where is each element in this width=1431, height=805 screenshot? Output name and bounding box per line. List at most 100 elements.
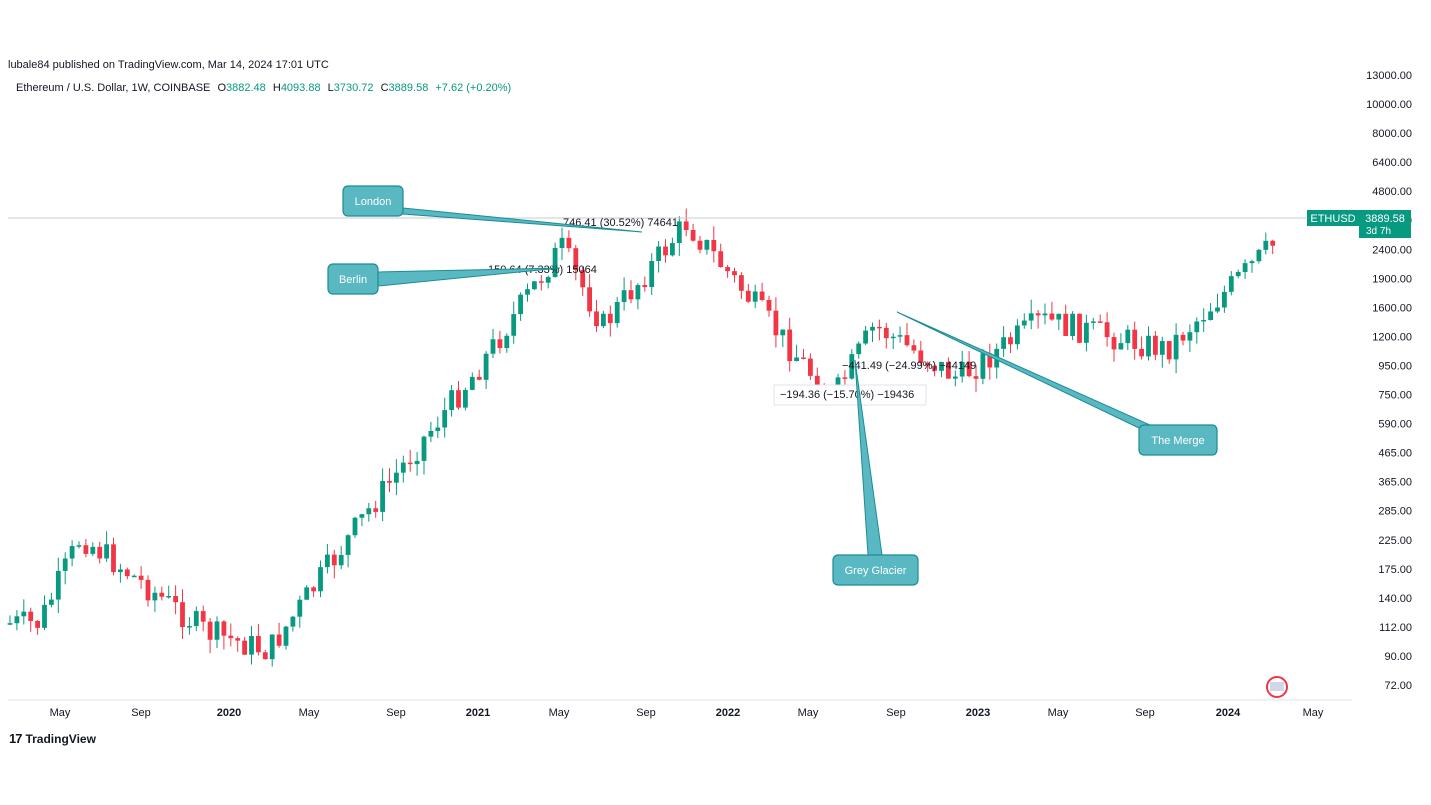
- candle-body: [1132, 329, 1138, 349]
- candle-body: [580, 270, 586, 288]
- candle-body: [552, 247, 558, 278]
- time-tick-label: 2020: [217, 707, 241, 719]
- high-value: 4093.88: [280, 82, 321, 94]
- candle-body: [304, 587, 310, 600]
- candle-body: [1249, 261, 1255, 264]
- candle-body: [545, 277, 551, 283]
- candle-body: [497, 339, 503, 349]
- price-tag-price: 3889.58: [1365, 213, 1405, 225]
- candle-body: [442, 410, 448, 428]
- candle-body: [835, 377, 841, 391]
- candle-body: [1222, 291, 1227, 308]
- candle-body: [207, 621, 213, 640]
- candle-body: [469, 376, 475, 390]
- candle-body: [1228, 276, 1234, 292]
- price-tick-label: 285.00: [1378, 506, 1412, 518]
- price-tick-label: 175.00: [1378, 564, 1412, 576]
- candle-body: [559, 237, 565, 248]
- candle-body: [249, 636, 254, 655]
- candle-body: [83, 545, 89, 554]
- candle-body: [870, 326, 875, 331]
- candle-body: [463, 389, 468, 408]
- candle-body: [104, 544, 109, 559]
- candle-body: [925, 362, 931, 366]
- price-tick-label: 90.00: [1384, 651, 1412, 663]
- tradingview-logo[interactable]: 17 TradingView: [9, 731, 96, 746]
- candle-body: [663, 246, 668, 256]
- us-flag-icon-body: [1270, 682, 1284, 691]
- callout-label: Grey Glacier: [845, 565, 907, 577]
- candle-body: [235, 638, 241, 641]
- candle-body: [607, 313, 613, 324]
- candle-body: [918, 350, 924, 363]
- candle-body: [387, 480, 392, 483]
- candle-body: [1208, 311, 1213, 320]
- price-tick-label: 750.00: [1378, 390, 1412, 402]
- candle-body: [1021, 320, 1027, 326]
- candle-body: [400, 462, 406, 473]
- candle-body: [283, 626, 289, 646]
- candle-body: [1153, 335, 1158, 355]
- candle-body: [532, 281, 537, 290]
- candle-body: [159, 592, 165, 597]
- candle-body: [725, 267, 730, 272]
- price-tick-label: 225.00: [1378, 535, 1412, 547]
- candle-body: [1146, 335, 1151, 357]
- candle-body: [614, 302, 620, 324]
- candle-body: [124, 569, 130, 577]
- candle-body: [1235, 271, 1241, 277]
- candle-body: [55, 570, 61, 600]
- candle-body: [683, 221, 689, 231]
- candle-body: [980, 353, 986, 379]
- candle-body: [642, 285, 648, 288]
- candle-body: [1084, 322, 1089, 343]
- candle-body: [90, 546, 96, 554]
- time-tick-label: Sep: [131, 707, 151, 719]
- candle-body: [594, 311, 599, 327]
- candle-body: [49, 599, 54, 605]
- candle-body: [897, 335, 903, 337]
- candle-body: [1090, 321, 1096, 323]
- candle-body: [697, 240, 703, 250]
- candle-body: [118, 569, 123, 573]
- candle-body: [966, 361, 972, 377]
- candle-body: [939, 361, 944, 371]
- measure-label: −194.36 (−15.70%) −19436: [780, 389, 914, 401]
- candle-body: [794, 357, 799, 362]
- candle-body: [1187, 332, 1193, 341]
- candle-body: [7, 623, 13, 625]
- price-tick-label: 1900.00: [1372, 273, 1412, 285]
- candle-body: [262, 652, 268, 660]
- candle-body: [656, 246, 661, 261]
- candle-body: [1173, 334, 1179, 360]
- candle-body: [1215, 307, 1220, 312]
- price-tag-box: [1359, 210, 1411, 238]
- measure-label: −441.49 (−24.99%) −44149: [842, 360, 976, 372]
- candle-body: [1125, 329, 1131, 344]
- price-tick-label: 13000.00: [1366, 70, 1412, 82]
- candle-body: [932, 365, 937, 371]
- candle-body: [780, 329, 786, 336]
- candle-body: [1139, 348, 1144, 357]
- candle-body: [959, 361, 965, 377]
- candle-body: [214, 621, 220, 640]
- candle-body: [221, 621, 227, 636]
- price-tick-label: 140.00: [1378, 593, 1412, 605]
- candle-body: [787, 329, 793, 362]
- candle-body: [904, 335, 910, 346]
- candle-body: [676, 221, 682, 244]
- change-value: +7.62 (+0.20%): [435, 82, 512, 94]
- candle-body: [1042, 313, 1048, 316]
- candle-body: [173, 595, 178, 603]
- candles-layer: [7, 208, 1276, 667]
- candle-body: [973, 376, 979, 379]
- time-tick-label: May: [549, 707, 570, 719]
- price-tick-label: 950.00: [1378, 360, 1412, 372]
- candle-body: [704, 240, 710, 250]
- candle-body: [649, 260, 655, 288]
- candle-body: [718, 251, 724, 268]
- candle-body: [856, 343, 862, 355]
- candle-body: [276, 634, 282, 646]
